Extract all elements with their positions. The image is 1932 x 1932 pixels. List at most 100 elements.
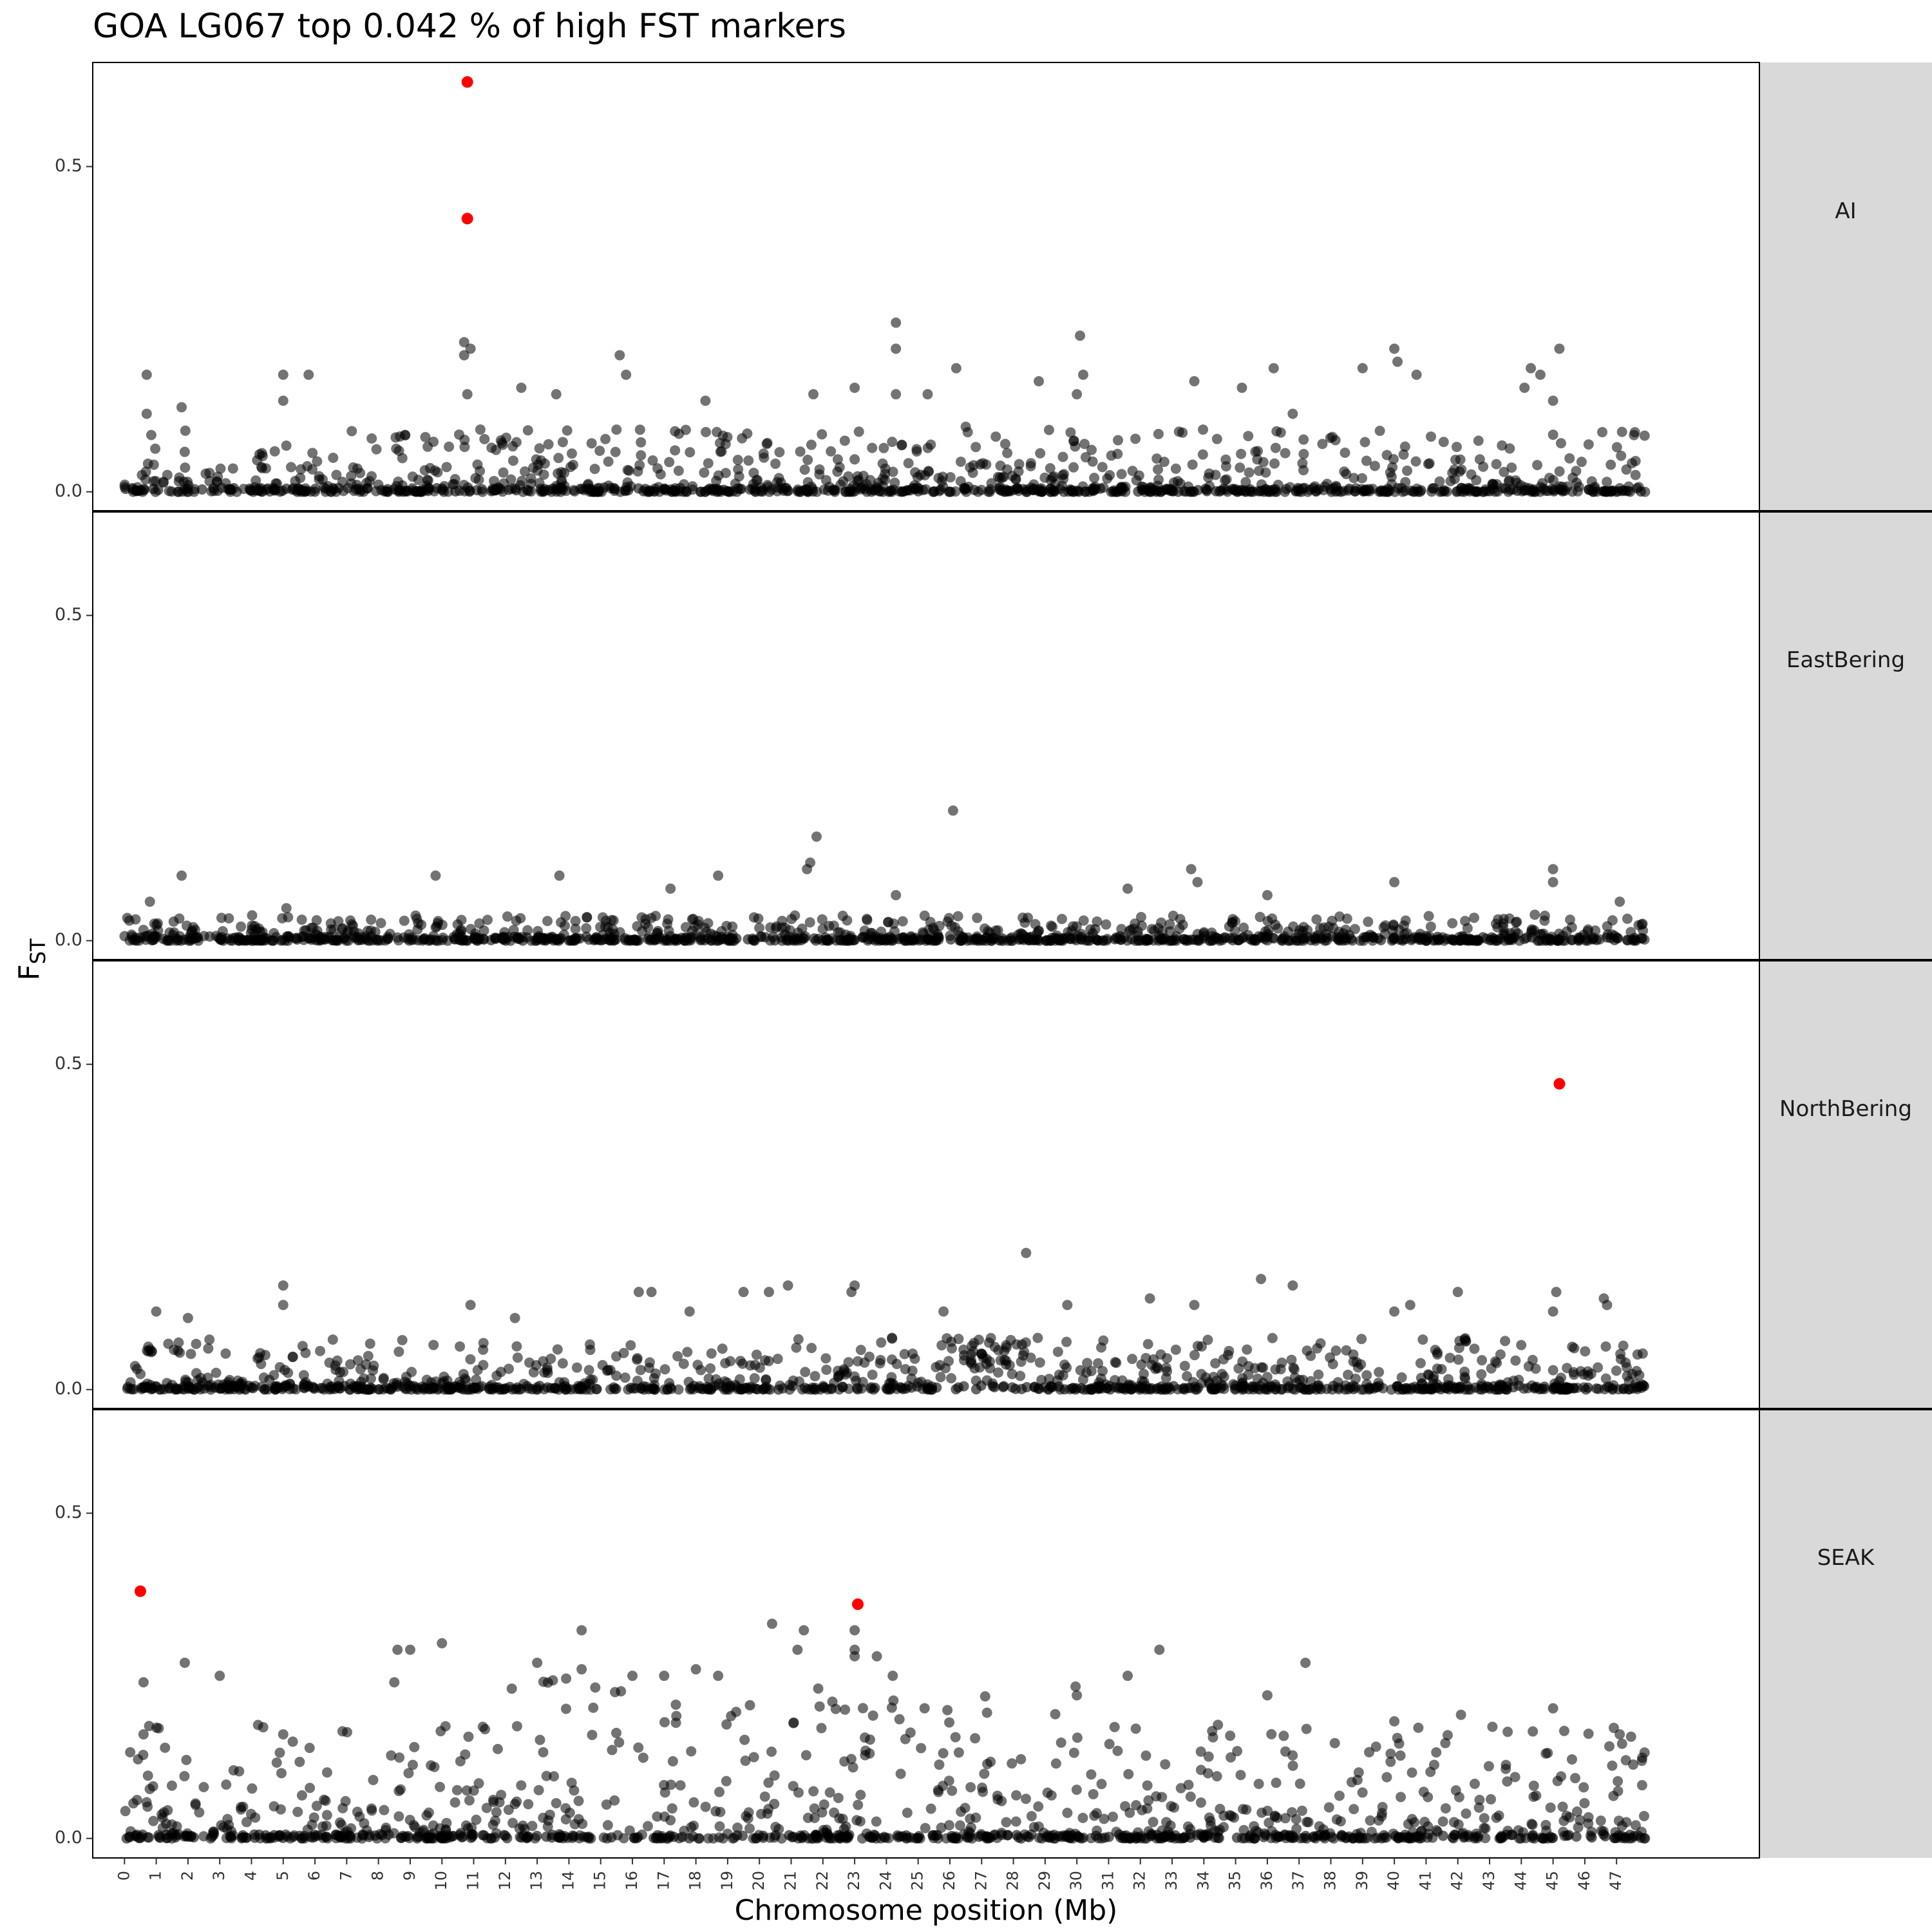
fst-point [974,1362,985,1373]
fst-point [534,443,545,454]
fst-point [413,918,424,929]
fst-point [305,1783,316,1794]
fst-point [1497,440,1508,451]
fst-point [985,1756,996,1767]
fst-point [557,1358,568,1369]
fst-point [884,486,895,497]
fst-point [1021,1794,1032,1804]
fst-point [468,1830,478,1841]
fst-point [170,1830,181,1841]
fst-point [1554,466,1565,477]
fst-point [133,1754,144,1765]
fst-point [489,1832,500,1843]
fst-point [511,1341,522,1352]
fst-point [792,1644,803,1655]
fst-point [523,1799,534,1810]
fst-point [1235,462,1245,473]
marker-cloud [120,1618,1651,1844]
fst-point [573,1795,584,1806]
fst-point [1211,433,1222,444]
fst-point [1016,1754,1027,1765]
fst-point [652,463,663,474]
fst-point [315,1345,326,1356]
fst-point [1426,431,1437,442]
fst-point [455,1341,466,1352]
fst-point [1298,434,1309,445]
fst-point [180,425,191,436]
fst-point [1369,460,1380,471]
fst-point [1071,1785,1082,1795]
fst-point [368,1365,379,1376]
fst-point [835,934,846,945]
fst-point [1052,1347,1063,1358]
fst-point [808,1786,819,1797]
fst-point [644,1362,655,1373]
fst-point [365,1373,376,1384]
fst-point [1294,1382,1305,1393]
fst-point [1530,909,1540,920]
fst-point [832,454,843,465]
fst-point [527,1821,538,1832]
fst-point [886,1372,897,1383]
fst-point [264,1374,275,1385]
fst-point [507,1817,518,1828]
fst-point [906,932,917,943]
fst-point [828,920,839,931]
fst-point [1002,485,1013,496]
fst-point [1476,1381,1487,1392]
fst-point [1060,933,1071,944]
fst-point [849,1625,860,1636]
fst-point [554,1832,565,1842]
fst-point [1118,1831,1129,1842]
fst-point [1050,1709,1061,1719]
fst-point [731,1707,742,1718]
fst-point [1262,1690,1273,1701]
fst-point [899,1349,910,1359]
fst-point [1148,1817,1159,1828]
fst-point [1303,1817,1314,1828]
fst-point [278,1280,289,1291]
fst-point [1195,1765,1206,1776]
facet-strip-label: NorthBering [1779,1096,1912,1122]
fst-point [1141,1750,1151,1761]
fst-point [772,1354,783,1365]
fst-point [1327,1359,1338,1370]
fst-point [1494,1833,1505,1844]
marker-cloud [119,805,1650,946]
fst-point [969,484,980,495]
fst-point [919,910,930,921]
fst-point [1048,1830,1059,1841]
fst-point [1127,1354,1138,1365]
y-tick-label: 0.5 [55,156,82,176]
fst-point [488,1819,498,1830]
fst-point [714,1786,725,1797]
fst-point [1386,471,1397,482]
fst-point [1068,486,1079,497]
fst-point [756,1808,767,1819]
fst-point [670,1699,681,1710]
fst-point [1398,449,1409,460]
fst-point [594,445,605,456]
fst-point [357,1829,368,1840]
fst-point [1313,1369,1324,1380]
fst-point [1090,1381,1101,1392]
fst-point [542,1367,553,1378]
fst-point [1213,1832,1224,1843]
fst-point [1268,363,1279,374]
fst-point [673,466,684,477]
fst-point [1502,1727,1513,1738]
fst-point [1602,1300,1613,1311]
fst-point [230,1381,241,1392]
fst-point [296,914,307,925]
fst-point [934,920,945,931]
fst-point [1365,1815,1376,1826]
fst-point [1286,1354,1297,1365]
fst-point [1364,1747,1375,1757]
fst-point [846,1287,857,1298]
fst-point [551,1383,562,1394]
x-tick-label: 37 [1289,1871,1307,1891]
fst-point [355,468,366,478]
fst-point [808,486,819,497]
fst-point [1308,482,1319,493]
fst-point [320,483,331,494]
